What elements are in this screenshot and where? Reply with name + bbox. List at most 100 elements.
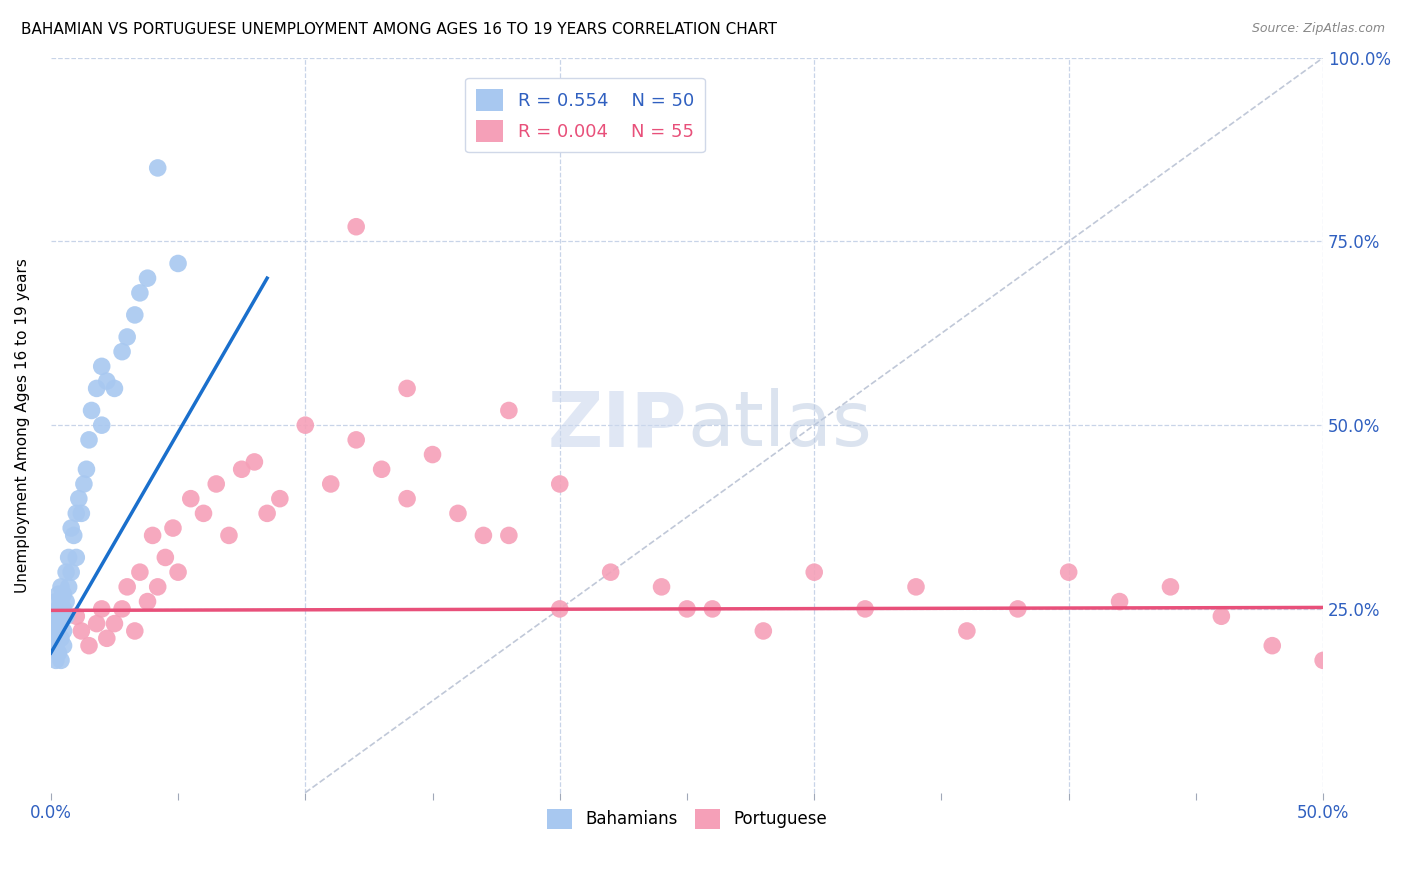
Point <box>1108 594 1130 608</box>
Point <box>124 624 146 638</box>
Point <box>55 594 77 608</box>
Point <box>136 594 159 608</box>
Point <box>103 381 125 395</box>
Point <box>49 580 72 594</box>
Point <box>498 528 520 542</box>
Point <box>651 580 673 594</box>
Point <box>1057 565 1080 579</box>
Point <box>77 639 100 653</box>
Point <box>55 565 77 579</box>
Point <box>70 507 93 521</box>
Point <box>96 374 118 388</box>
Point <box>396 381 419 395</box>
Point <box>344 219 367 234</box>
Point <box>853 602 876 616</box>
Point <box>146 580 169 594</box>
Point <box>256 507 278 521</box>
Point <box>155 550 177 565</box>
Point <box>49 632 72 646</box>
Point <box>90 602 112 616</box>
Point <box>124 308 146 322</box>
Point <box>498 403 520 417</box>
Point <box>70 624 93 638</box>
Point <box>65 609 87 624</box>
Point <box>52 624 75 638</box>
Point <box>269 491 291 506</box>
Point <box>294 418 316 433</box>
Point <box>58 550 80 565</box>
Point <box>42 639 65 653</box>
Point <box>218 528 240 542</box>
Point <box>55 609 77 624</box>
Point <box>128 565 150 579</box>
Point <box>49 594 72 608</box>
Point <box>52 639 75 653</box>
Point <box>90 359 112 374</box>
Point <box>904 580 927 594</box>
Point <box>42 616 65 631</box>
Point <box>1211 609 1233 624</box>
Point <box>48 632 70 646</box>
Point <box>45 624 67 638</box>
Point <box>115 580 138 594</box>
Point <box>447 507 470 521</box>
Point <box>52 587 75 601</box>
Point <box>956 624 979 638</box>
Point <box>167 565 190 579</box>
Point <box>67 491 90 506</box>
Legend: Bahamians, Portuguese: Bahamians, Portuguese <box>540 802 834 836</box>
Point <box>111 344 134 359</box>
Point <box>146 161 169 175</box>
Point <box>803 565 825 579</box>
Point <box>1007 602 1029 616</box>
Point <box>243 455 266 469</box>
Point <box>193 507 215 521</box>
Point <box>142 528 165 542</box>
Point <box>111 602 134 616</box>
Point <box>1261 639 1284 653</box>
Text: ZIP: ZIP <box>547 388 688 462</box>
Point <box>48 646 70 660</box>
Point <box>180 491 202 506</box>
Point <box>1159 580 1181 594</box>
Point <box>90 418 112 433</box>
Point <box>60 565 83 579</box>
Point <box>396 491 419 506</box>
Point <box>167 256 190 270</box>
Point <box>86 616 108 631</box>
Point <box>48 602 70 616</box>
Point <box>65 507 87 521</box>
Point <box>128 285 150 300</box>
Point <box>45 609 67 624</box>
Text: atlas: atlas <box>688 388 872 462</box>
Point <box>86 381 108 395</box>
Point <box>65 550 87 565</box>
Point <box>45 594 67 608</box>
Point <box>548 602 571 616</box>
Point <box>48 587 70 601</box>
Point <box>42 624 65 638</box>
Point <box>752 624 775 638</box>
Text: Source: ZipAtlas.com: Source: ZipAtlas.com <box>1251 22 1385 36</box>
Point <box>676 602 699 616</box>
Point <box>702 602 724 616</box>
Point <box>80 403 103 417</box>
Point <box>162 521 184 535</box>
Point <box>115 330 138 344</box>
Point <box>49 609 72 624</box>
Point <box>60 521 83 535</box>
Point <box>62 528 84 542</box>
Point <box>45 653 67 667</box>
Point <box>472 528 495 542</box>
Point <box>73 477 96 491</box>
Point <box>599 565 621 579</box>
Point <box>58 580 80 594</box>
Point <box>45 639 67 653</box>
Point <box>49 653 72 667</box>
Y-axis label: Unemployment Among Ages 16 to 19 years: Unemployment Among Ages 16 to 19 years <box>15 258 30 592</box>
Point <box>103 616 125 631</box>
Point <box>205 477 228 491</box>
Point <box>52 602 75 616</box>
Point <box>48 616 70 631</box>
Text: BAHAMIAN VS PORTUGUESE UNEMPLOYMENT AMONG AGES 16 TO 19 YEARS CORRELATION CHART: BAHAMIAN VS PORTUGUESE UNEMPLOYMENT AMON… <box>21 22 778 37</box>
